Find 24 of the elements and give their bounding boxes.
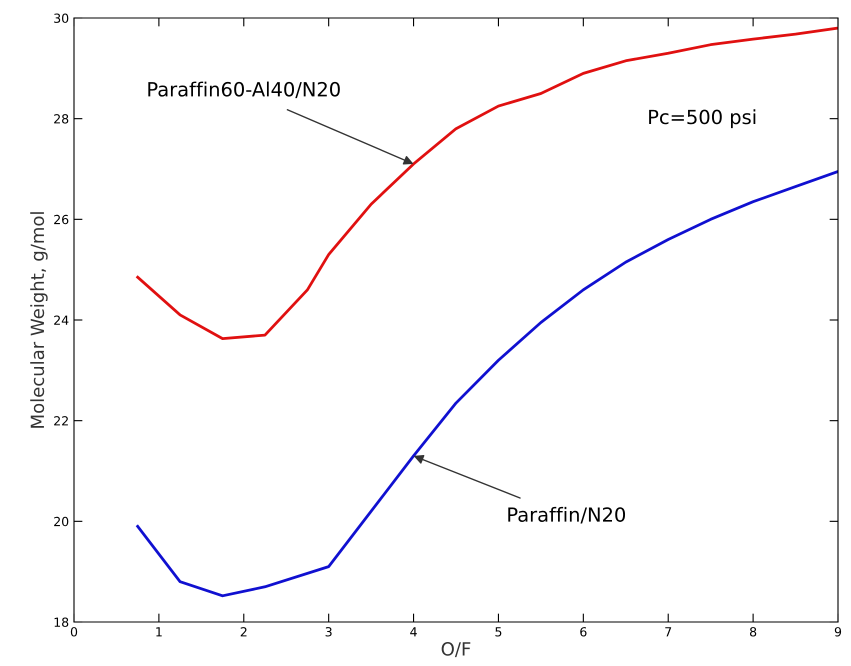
y-tick-label: 28	[54, 114, 68, 124]
x-tick-label: 3	[326, 627, 332, 637]
y-tick-label: 30	[54, 13, 68, 23]
x-tick-label: 9	[834, 627, 842, 637]
x-tick-label: 6	[580, 627, 587, 637]
annotation: Paraffin60-Al40/N20	[148, 82, 340, 98]
annotation: Pc=500 psi	[649, 109, 756, 128]
y-axis-title: Molecular Weight, g/mol	[30, 212, 48, 428]
x-tick-label: 2	[240, 627, 246, 636]
x-axis-title: O/F	[442, 642, 470, 658]
x-tick-label: 7	[665, 627, 672, 636]
y-tick-label: 26	[54, 214, 68, 224]
line-series	[136, 26, 838, 340]
x-tick-label: 0	[70, 627, 78, 637]
x-tick-label: 4	[410, 627, 417, 636]
y-tick-label: 18	[54, 617, 68, 627]
y-tick-label: 22	[54, 416, 68, 426]
y-tick-label: 20	[54, 516, 68, 526]
x-tick-label: 8	[750, 627, 756, 637]
annotation: Paraffin/N20	[508, 506, 626, 524]
x-tick-label: 1	[156, 627, 162, 636]
line-series	[136, 170, 838, 598]
y-tick-label: 24	[54, 315, 68, 325]
x-tick-label: 5	[495, 627, 502, 637]
